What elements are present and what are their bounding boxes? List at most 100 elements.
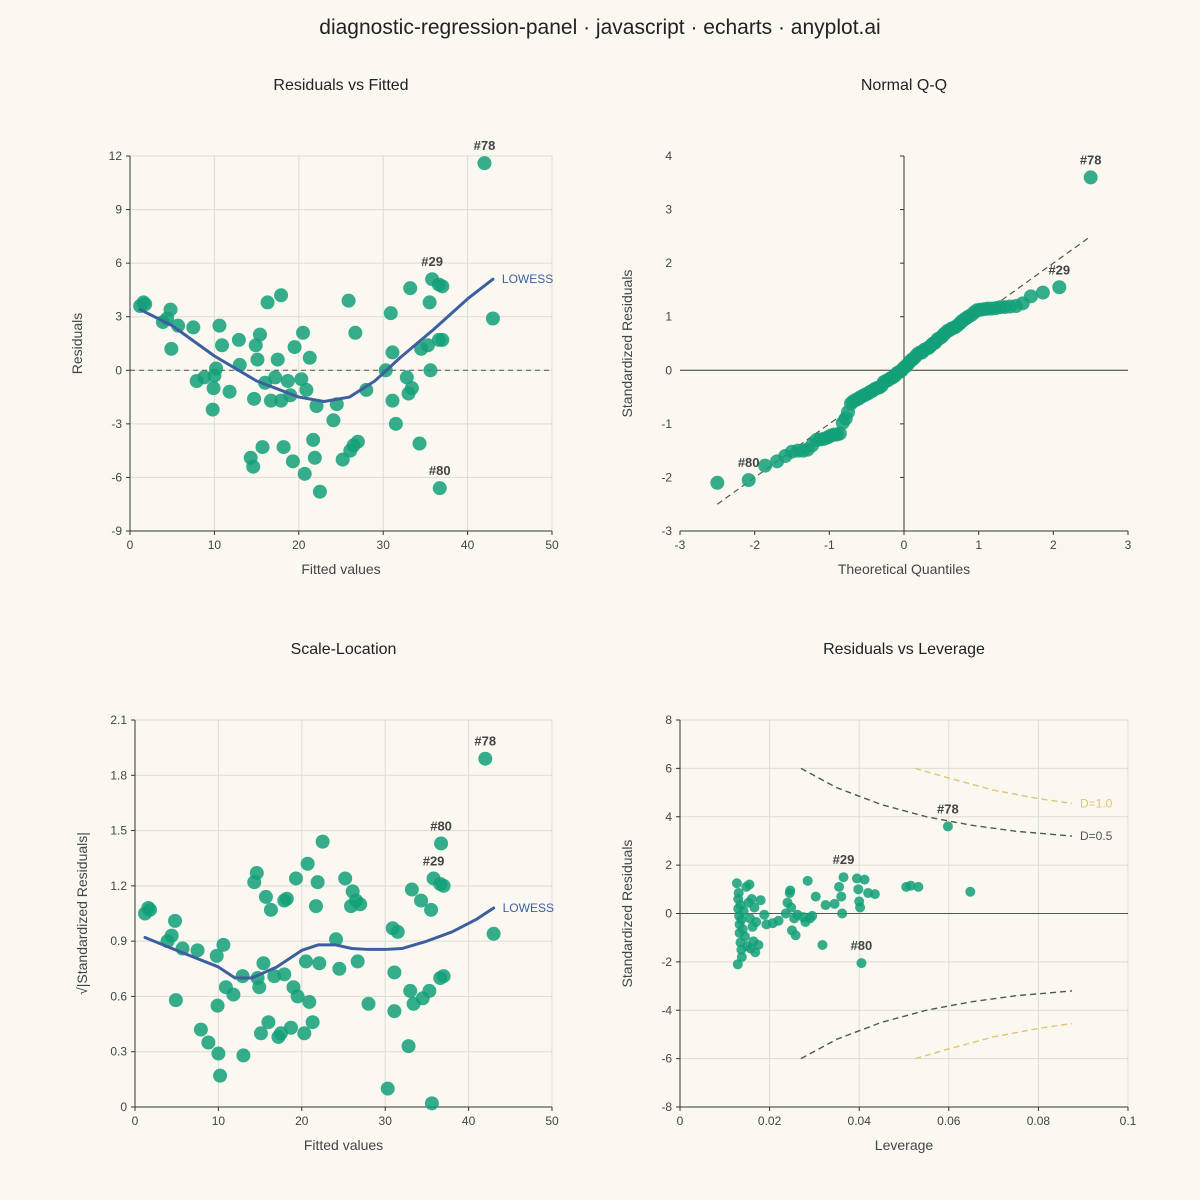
x-tick-label: 50	[545, 1114, 559, 1128]
y-axis-label: Standardized Residuals	[619, 270, 635, 418]
data-point	[298, 954, 313, 969]
data-point	[290, 989, 305, 1004]
data-point	[168, 913, 183, 928]
data-point	[834, 881, 845, 892]
data-point	[359, 382, 374, 397]
data-point	[164, 341, 179, 356]
y-tick-label: 0	[665, 907, 672, 921]
data-point	[255, 440, 270, 455]
data-point	[432, 481, 447, 496]
y-tick-label: 12	[109, 149, 123, 163]
panel-title: Residuals vs Fitted	[273, 77, 408, 94]
data-point	[710, 475, 725, 490]
data-point	[478, 751, 493, 766]
y-tick-label: 2	[665, 858, 672, 872]
x-tick-label: 30	[379, 1114, 393, 1128]
lowess-line	[143, 906, 496, 980]
point-annotation: #78	[474, 138, 496, 153]
point-annotation: #80	[851, 938, 873, 953]
x-tick-label: 3	[1125, 538, 1132, 552]
data-point	[869, 889, 880, 900]
data-point	[399, 370, 414, 385]
data-point	[306, 432, 321, 447]
data-point	[288, 871, 303, 886]
data-point	[214, 338, 229, 353]
panel-2: Normal Q-Q -3 -2 -1 0 1 2 3 -3 -2 -1 0 1 2 3 4 Theoretic…	[619, 77, 1132, 577]
data-point	[211, 1046, 226, 1061]
x-tick-label: -1	[824, 538, 835, 552]
data-point	[422, 295, 437, 310]
x-tick-label: -3	[675, 538, 686, 552]
data-point	[315, 834, 330, 849]
data-point	[328, 932, 343, 947]
x-tick-label: 40	[461, 538, 475, 552]
x-tick-label: 1	[975, 538, 982, 552]
data-point	[913, 881, 924, 892]
x-tick-label: 2	[1050, 538, 1057, 552]
data-point	[832, 426, 847, 441]
data-point	[168, 993, 183, 1008]
data-point	[297, 1026, 312, 1041]
data-point	[285, 454, 300, 469]
y-tick-label: -4	[661, 1003, 672, 1017]
data-point	[236, 1048, 251, 1063]
y-tick-label: -9	[111, 524, 122, 538]
data-point	[838, 872, 849, 883]
data-point	[350, 954, 365, 969]
data-point	[138, 297, 153, 312]
data-point	[163, 302, 178, 317]
x-tick-label: 40	[462, 1114, 476, 1128]
data-point	[341, 293, 356, 308]
data-point	[268, 370, 283, 385]
x-tick-label: 0.04	[848, 1114, 872, 1128]
data-point	[338, 871, 353, 886]
x-tick-label: 50	[545, 538, 559, 552]
data-point	[193, 1022, 208, 1037]
data-point	[749, 902, 760, 913]
x-tick-label: 0.08	[1027, 1114, 1051, 1128]
data-point	[213, 1068, 228, 1083]
data-point	[414, 893, 429, 908]
x-tick-label: 0.06	[937, 1114, 961, 1128]
y-tick-label: -2	[661, 470, 672, 484]
data-point	[190, 943, 205, 958]
data-point	[283, 1020, 298, 1035]
data-point	[387, 1004, 402, 1019]
data-point	[276, 440, 291, 455]
data-point	[739, 931, 750, 942]
x-axis-label: Theoretical Quantiles	[838, 561, 970, 577]
data-point	[256, 956, 271, 971]
y-tick-label: 0.6	[110, 989, 127, 1003]
data-point	[436, 878, 451, 893]
cook-contour-upper	[800, 767, 1073, 837]
y-tick-label: 4	[665, 149, 672, 163]
lowess-line	[138, 277, 495, 404]
y-tick-label: -1	[661, 417, 672, 431]
data-point	[353, 897, 368, 912]
data-point	[310, 875, 325, 890]
data-point	[733, 887, 744, 898]
x-tick-label: 20	[295, 1114, 309, 1128]
y-tick-label: 6	[665, 761, 672, 775]
data-point	[263, 393, 278, 408]
panel-title: Normal Q-Q	[861, 77, 947, 94]
data-point	[786, 902, 797, 913]
y-tick-label: 0.9	[110, 934, 127, 948]
data-point	[853, 884, 864, 895]
data-point	[401, 1039, 416, 1054]
data-point	[836, 891, 847, 902]
data-point	[302, 994, 317, 1009]
data-point	[403, 983, 418, 998]
data-point	[253, 1026, 268, 1041]
y-tick-label: 3	[665, 203, 672, 217]
x-axis-label: Fitted values	[301, 561, 380, 577]
data-point	[1035, 285, 1050, 300]
x-tick-label: -2	[749, 538, 760, 552]
data-point	[1052, 280, 1067, 295]
data-point	[436, 969, 451, 984]
data-point	[412, 436, 427, 451]
data-point	[287, 340, 302, 355]
x-tick-label: 0	[901, 538, 908, 552]
data-point	[856, 958, 867, 969]
